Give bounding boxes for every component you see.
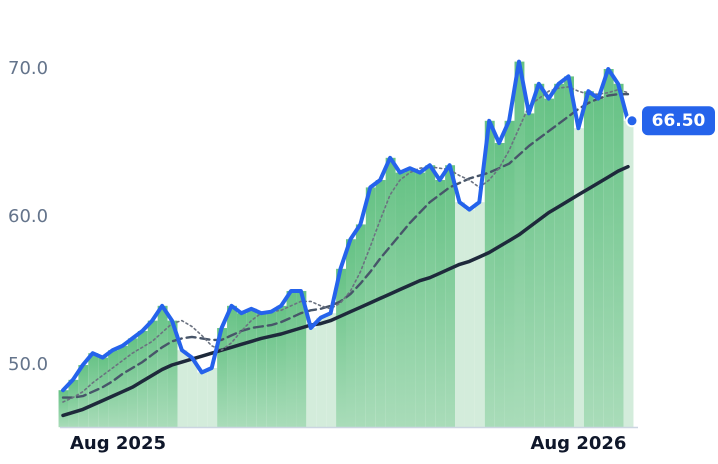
price-column <box>316 317 327 428</box>
y-tick-label: 70.0 <box>8 58 48 79</box>
price-column <box>157 305 168 428</box>
price-column <box>187 357 198 428</box>
price-column <box>227 305 237 428</box>
price-column <box>445 165 456 428</box>
price-column <box>415 172 426 428</box>
price-column <box>346 239 356 428</box>
value-badge <box>642 106 715 136</box>
price-column <box>336 268 346 428</box>
price-column <box>593 98 604 428</box>
price-column <box>306 328 317 428</box>
y-tick-label: 50.0 <box>8 354 48 375</box>
price-column <box>197 372 208 428</box>
price-column <box>118 345 128 428</box>
price-column <box>395 172 406 428</box>
price-column <box>108 350 119 428</box>
price-column <box>494 143 505 428</box>
price-column <box>504 120 515 428</box>
price-column <box>484 120 495 428</box>
price-column <box>167 320 178 428</box>
price-column <box>544 98 555 428</box>
price-column <box>534 83 545 428</box>
price-column <box>425 165 436 428</box>
price-column <box>207 367 218 428</box>
price-column <box>246 308 257 428</box>
price-column <box>326 313 337 428</box>
price-column <box>177 350 188 428</box>
x-tick-label: Aug 2026 <box>530 433 626 454</box>
price-column <box>514 61 525 428</box>
series-line <box>61 164 630 418</box>
price-column <box>455 202 465 428</box>
series-line <box>61 59 630 393</box>
x-tick-label: Aug 2025 <box>70 433 166 454</box>
price-column <box>474 202 485 428</box>
y-tick-label: 60.0 <box>8 206 48 227</box>
price-column <box>583 91 594 428</box>
price-column <box>266 311 277 428</box>
price-column <box>464 209 475 428</box>
price-column <box>276 305 287 428</box>
price-column <box>375 180 386 428</box>
price-column <box>603 69 614 428</box>
price-column <box>58 390 69 428</box>
price-column <box>127 338 138 428</box>
price-column <box>355 224 366 428</box>
price-column <box>68 379 79 428</box>
price-column <box>217 328 228 428</box>
price-column <box>98 357 109 428</box>
price-column <box>623 120 634 428</box>
price-column <box>365 187 376 428</box>
price-column <box>286 291 297 428</box>
last-point <box>625 114 639 128</box>
price-column <box>236 313 247 428</box>
price-column <box>573 128 584 428</box>
price-column <box>554 83 565 428</box>
price-column <box>405 168 416 428</box>
price-column <box>613 83 624 428</box>
price-column <box>564 76 574 428</box>
value-label: 66.50 <box>652 111 706 131</box>
price-column <box>256 313 267 428</box>
price-column <box>524 113 535 428</box>
price-column <box>296 291 307 428</box>
price-column <box>435 180 446 428</box>
